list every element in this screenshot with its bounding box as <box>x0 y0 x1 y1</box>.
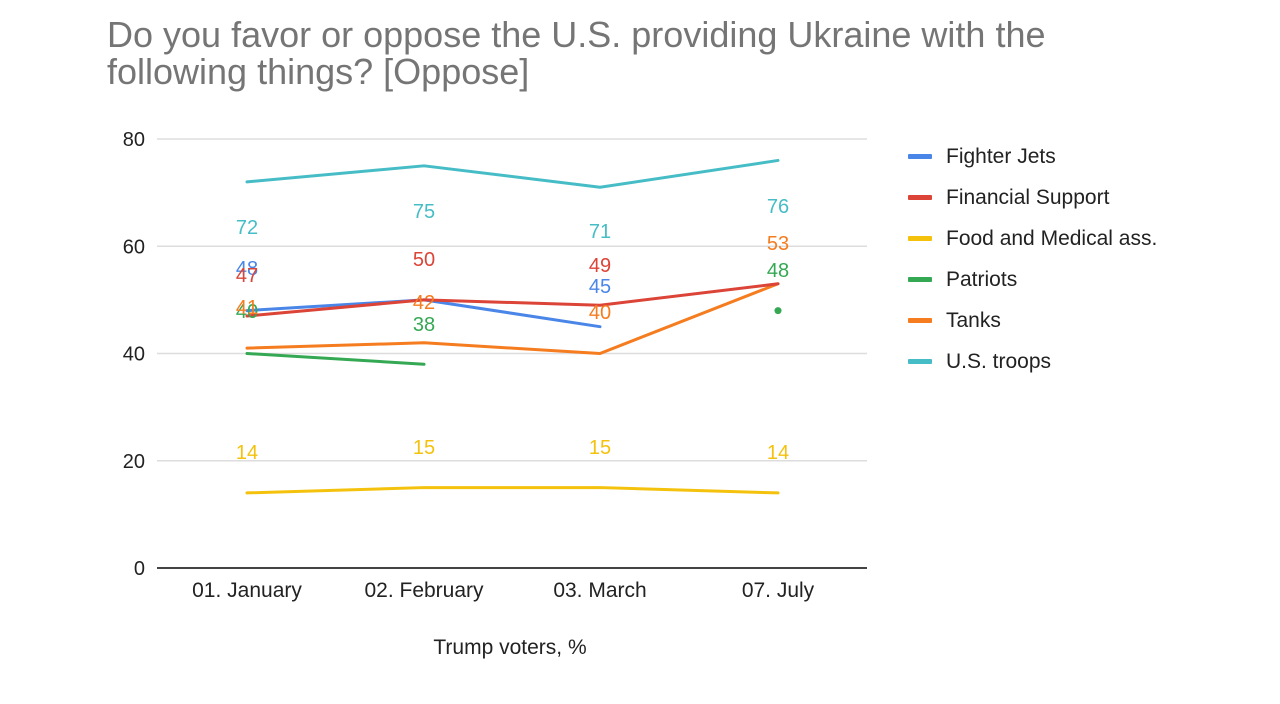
data-label: 45 <box>589 276 611 298</box>
series-line-u-s-troops <box>245 158 780 189</box>
data-label: 76 <box>767 196 789 218</box>
data-label: 48 <box>767 260 789 282</box>
data-label: 40 <box>236 301 258 323</box>
x-axis-ticks: 01. January 02. February 03. March 07. July <box>192 579 815 602</box>
x-tick-label: 03. March <box>553 579 646 602</box>
data-label: 71 <box>589 221 611 243</box>
legend-swatch <box>908 318 932 323</box>
data-label: 40 <box>589 302 611 324</box>
legend-item-u-s-troops: U.S. troops <box>908 341 1157 382</box>
data-label: 38 <box>413 314 435 336</box>
data-label: 48 <box>236 258 258 280</box>
data-labels: 48 45 47 50 49 14 15 15 14 40 38 48 41 42 40 53 72 75 71 76 <box>236 196 789 464</box>
data-label: 53 <box>767 233 789 255</box>
data-label: 49 <box>589 255 611 277</box>
legend-item-patriots: Patriots <box>908 259 1157 300</box>
y-tick-label: 60 <box>123 236 145 258</box>
data-point-patriots <box>774 307 782 315</box>
data-label: 75 <box>413 201 435 223</box>
data-label: 72 <box>236 217 258 239</box>
legend-item-tanks: Tanks <box>908 300 1157 341</box>
legend-swatch <box>908 359 932 364</box>
y-tick-label: 80 <box>123 129 145 151</box>
data-label: 14 <box>236 442 258 464</box>
y-tick-label: 40 <box>123 344 145 366</box>
legend-swatch <box>908 236 932 241</box>
series-line-tanks <box>245 282 780 355</box>
y-tick-label: 0 <box>134 558 145 580</box>
data-label: 15 <box>413 437 435 459</box>
legend: Fighter Jets Financial Support Food and Me… <box>908 136 1157 382</box>
legend-label: Patriots <box>946 267 1018 291</box>
x-axis-label: Trump voters, % <box>433 636 587 659</box>
data-label: 41 <box>236 297 258 319</box>
x-tick-label: 07. July <box>742 579 815 602</box>
legend-label: Tanks <box>946 308 1001 332</box>
legend-item-financial-support: Financial Support <box>908 177 1157 218</box>
series-lines <box>245 158 782 495</box>
data-label: 14 <box>767 442 789 464</box>
legend-label: Fighter Jets <box>946 144 1056 168</box>
x-tick-label: 01. January <box>192 579 302 602</box>
legend-swatch <box>908 277 932 282</box>
legend-label: Financial Support <box>946 185 1110 209</box>
legend-swatch <box>908 195 932 200</box>
gridlines <box>157 138 867 569</box>
x-tick-label: 02. February <box>364 579 484 602</box>
series-line-food-and-medical-ass <box>245 486 780 495</box>
legend-item-food-and-medical-ass: Food and Medical ass. <box>908 218 1157 259</box>
legend-item-fighter-jets: Fighter Jets <box>908 136 1157 177</box>
series-line-patriots <box>245 352 426 366</box>
data-label: 47 <box>236 265 258 287</box>
y-tick-label: 20 <box>123 451 145 473</box>
data-label: 42 <box>413 292 435 314</box>
data-label: 50 <box>413 249 435 271</box>
line-chart: 0 20 40 60 80 01. January 02. February 03. Mar… <box>123 129 867 602</box>
series-line-financial-support <box>245 282 780 318</box>
data-label: 15 <box>589 437 611 459</box>
legend-label: U.S. troops <box>946 349 1052 373</box>
y-axis-ticks: 0 20 40 60 80 <box>123 129 145 580</box>
legend-swatch <box>908 154 932 159</box>
chart-title: Do you favor or oppose the U.S. providin… <box>107 14 1046 92</box>
legend-label: Food and Medical ass. <box>946 226 1158 250</box>
